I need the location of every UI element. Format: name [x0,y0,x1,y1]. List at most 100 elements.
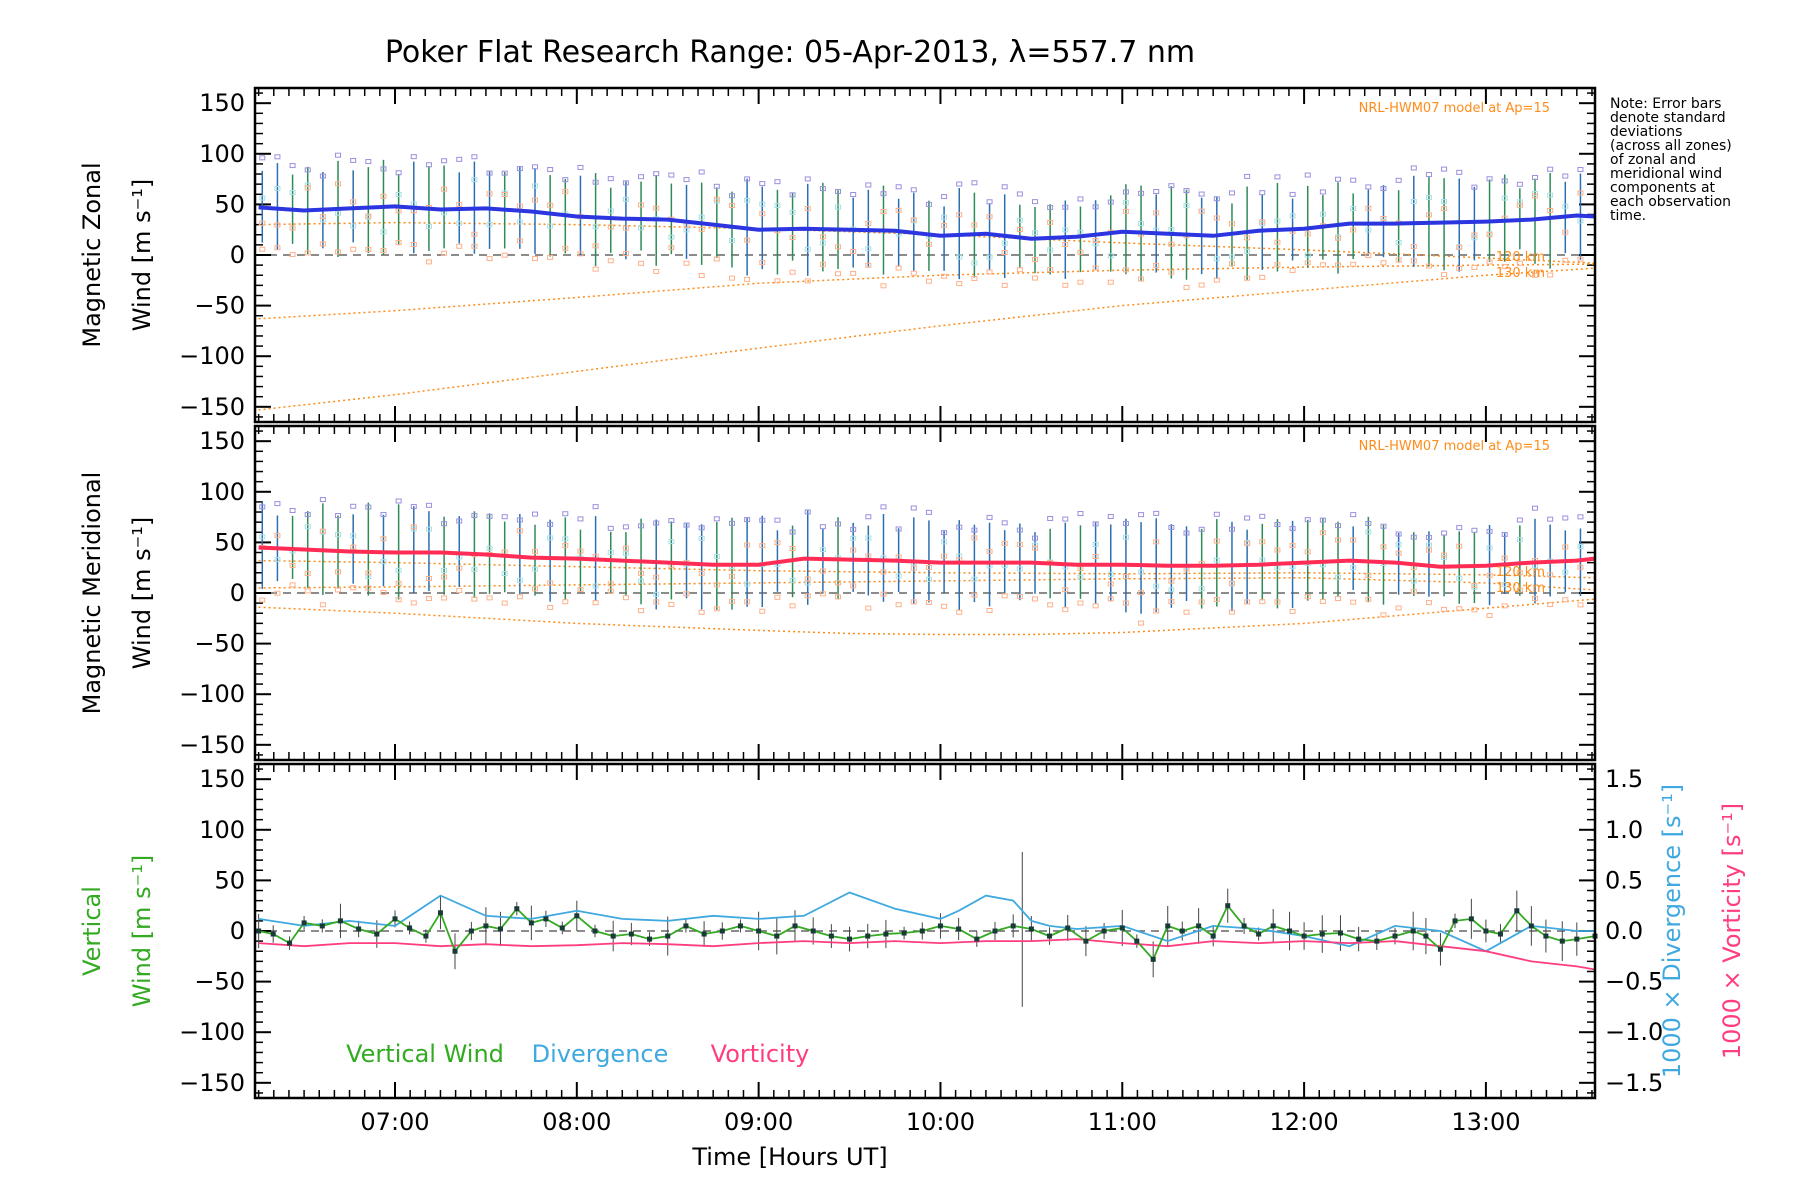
zone-marker [1001,520,1008,526]
zone-marker [1107,513,1114,519]
zone-marker [789,209,796,215]
zone-marker [713,553,720,559]
zone-marker [683,177,690,183]
vertical-wind-point [1452,918,1458,924]
zone-marker [1486,572,1493,578]
zone-marker [1350,537,1357,543]
zone-marker [1335,574,1342,580]
zone-marker [395,498,402,504]
zone-marker [850,547,857,553]
zone-marker [1304,549,1311,555]
zone-marker [304,570,311,576]
zone-marker [668,172,675,178]
x-tick-label: 12:00 [1270,1108,1339,1136]
zone-marker [910,565,917,571]
vertical-wind-point [374,931,380,937]
zone-marker [501,252,508,258]
zone-marker [819,186,826,192]
zone-marker [1380,215,1387,221]
zone-marker [713,606,720,612]
zone-marker [653,574,660,580]
zone-marker [774,202,781,208]
zone-marker [638,608,645,614]
zone-marker [486,595,493,601]
zone-marker [1062,516,1069,522]
zone-marker [1425,534,1432,540]
zone-marker [1153,608,1160,614]
zone-marker [683,522,690,528]
zone-marker [441,250,448,256]
vertical-wind-point [574,913,580,919]
zone-marker [1183,530,1190,536]
zone-marker [1501,195,1508,201]
vertical-wind-point [956,926,962,932]
zone-marker [1335,537,1342,543]
zone-marker [1259,274,1266,280]
zone-marker [1471,235,1478,241]
zone-marker [925,278,932,284]
vertical-wind-point [737,923,743,929]
right-tick-label: −1.0 [1605,1018,1663,1046]
zone-marker [1032,596,1038,602]
zone-marker [456,518,463,524]
zone-marker [1547,192,1554,198]
vertical-wind-point [452,948,458,954]
zone-marker [759,517,766,523]
zone-marker [1410,244,1417,250]
zone-marker [1122,267,1129,273]
zone-marker [577,516,584,522]
zone-marker [1274,599,1281,605]
vertical-wind-point [1256,931,1262,937]
zone-marker [1107,199,1114,205]
zone-marker [1001,282,1008,288]
zone-marker [1077,574,1084,580]
zone-marker [1395,240,1402,246]
zone-marker [1077,196,1084,202]
zone-marker [1486,259,1493,265]
zone-marker [304,524,311,530]
zone-marker [1335,176,1342,182]
zone-marker [698,570,705,576]
zone-marker [1425,172,1432,178]
zone-marker [744,517,751,523]
zone-marker [1183,609,1190,615]
zone-marker [562,189,569,195]
zone-marker [1213,196,1220,202]
zone-marker [880,591,887,597]
zone-marker [1319,262,1326,268]
zone-marker [1259,513,1266,519]
zone-marker [774,540,781,546]
zone-marker [1001,250,1008,256]
x-tick-label: 13:00 [1451,1108,1520,1136]
zone-marker [1138,620,1145,626]
y-tick-label: −100 [179,680,245,708]
zone-marker [319,173,326,179]
zone-marker [425,596,432,602]
vertical-wind-point [1392,933,1398,939]
zone-marker [1516,260,1523,266]
zone-marker [471,231,478,237]
zone-marker [1016,566,1023,572]
y-tick-label: 150 [199,427,245,455]
zone-marker [395,208,402,214]
zone-marker [759,260,766,266]
zone-marker [1092,603,1099,609]
zone-marker [925,509,932,515]
zone-marker [1244,235,1251,241]
zone-marker [395,597,402,603]
x-tick-label: 11:00 [1088,1108,1157,1136]
vertical-wind-point [1101,928,1107,934]
divergence-line [258,891,1595,953]
zone-marker [1168,578,1175,584]
zone-marker [335,152,342,158]
zone-marker [1153,210,1160,216]
zone-marker [956,281,963,287]
zone-marker [1441,530,1448,536]
zone-marker [1213,215,1220,221]
zone-marker [547,535,554,541]
zone-marker [562,536,569,542]
zone-marker [1441,552,1448,558]
zone-marker [350,533,357,539]
zone-marker [971,535,978,541]
zone-marker [1016,594,1023,600]
